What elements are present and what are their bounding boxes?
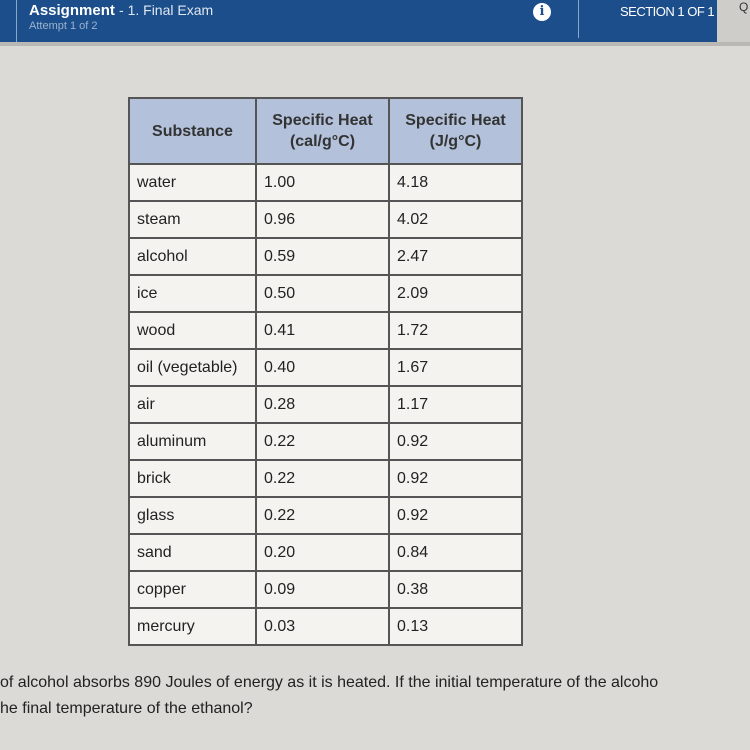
- info-icon[interactable]: i: [533, 3, 551, 21]
- table-row: ice 0.50 2.09: [128, 274, 523, 313]
- joule-cell: 1.17: [388, 385, 523, 424]
- question-nav-stub[interactable]: Q: [717, 0, 750, 42]
- question-text: of alcohol absorbs 890 Joules of energy …: [0, 670, 658, 722]
- joule-cell: 2.09: [388, 274, 523, 313]
- substance-cell: glass: [128, 496, 257, 535]
- cal-cell: 0.20: [255, 533, 390, 572]
- joule-cell: 4.02: [388, 200, 523, 239]
- table-row: oil (vegetable) 0.40 1.67: [128, 348, 523, 387]
- cal-cell: 0.50: [255, 274, 390, 313]
- table-row: sand 0.20 0.84: [128, 533, 523, 572]
- table-row: steam 0.96 4.02: [128, 200, 523, 239]
- question-line-2: he final temperature of the ethanol?: [0, 700, 253, 717]
- substance-cell: ice: [128, 274, 257, 313]
- table-row: brick 0.22 0.92: [128, 459, 523, 498]
- substance-cell: mercury: [128, 607, 257, 646]
- table-row: water 1.00 4.18: [128, 163, 523, 202]
- substance-cell: brick: [128, 459, 257, 498]
- substance-cell: oil (vegetable): [128, 348, 257, 387]
- cal-cell: 0.09: [255, 570, 390, 609]
- table-row: wood 0.41 1.72: [128, 311, 523, 350]
- table-row: copper 0.09 0.38: [128, 570, 523, 609]
- joule-cell: 1.67: [388, 348, 523, 387]
- substance-cell: sand: [128, 533, 257, 572]
- cal-cell: 0.41: [255, 311, 390, 350]
- column-header: Specific Heat (J/g°C): [388, 97, 523, 165]
- cal-cell: 0.96: [255, 200, 390, 239]
- cal-cell: 0.22: [255, 496, 390, 535]
- cal-cell: 0.59: [255, 237, 390, 276]
- joule-cell: 0.38: [388, 570, 523, 609]
- cal-cell: 0.22: [255, 422, 390, 461]
- joule-cell: 0.92: [388, 459, 523, 498]
- divider: [578, 0, 579, 38]
- joule-cell: 2.47: [388, 237, 523, 276]
- joule-cell: 0.13: [388, 607, 523, 646]
- table-row: air 0.28 1.17: [128, 385, 523, 424]
- assignment-title: Assignment - 1. Final Exam: [29, 2, 214, 19]
- substance-cell: aluminum: [128, 422, 257, 461]
- substance-cell: steam: [128, 200, 257, 239]
- section-label[interactable]: SECTION 1 OF 1: [620, 4, 715, 19]
- joule-cell: 0.92: [388, 496, 523, 535]
- table-row: glass 0.22 0.92: [128, 496, 523, 535]
- specific-heat-table: Substance Specific Heat (cal/g°C) Specific…: [128, 97, 523, 646]
- column-header: Specific Heat (cal/g°C): [255, 97, 390, 165]
- cal-cell: 0.28: [255, 385, 390, 424]
- table-row: aluminum 0.22 0.92: [128, 422, 523, 461]
- joule-cell: 4.18: [388, 163, 523, 202]
- top-bar: Assignment - 1. Final Exam Attempt 1 of …: [0, 0, 750, 42]
- substance-cell: air: [128, 385, 257, 424]
- cal-cell: 0.22: [255, 459, 390, 498]
- cal-cell: 0.03: [255, 607, 390, 646]
- column-header: Substance: [128, 97, 257, 165]
- substance-cell: alcohol: [128, 237, 257, 276]
- topbar-shadow: [0, 42, 750, 46]
- attempt-label: Attempt 1 of 2: [29, 20, 98, 32]
- substance-cell: wood: [128, 311, 257, 350]
- substance-cell: water: [128, 163, 257, 202]
- joule-cell: 0.84: [388, 533, 523, 572]
- cal-cell: 0.40: [255, 348, 390, 387]
- joule-cell: 0.92: [388, 422, 523, 461]
- question-line-1: of alcohol absorbs 890 Joules of energy …: [0, 674, 659, 691]
- divider: [16, 0, 17, 42]
- table-row: mercury 0.03 0.13: [128, 607, 523, 646]
- joule-cell: 1.72: [388, 311, 523, 350]
- table-row: alcohol 0.59 2.47: [128, 237, 523, 276]
- cal-cell: 1.00: [255, 163, 390, 202]
- substance-cell: copper: [128, 570, 257, 609]
